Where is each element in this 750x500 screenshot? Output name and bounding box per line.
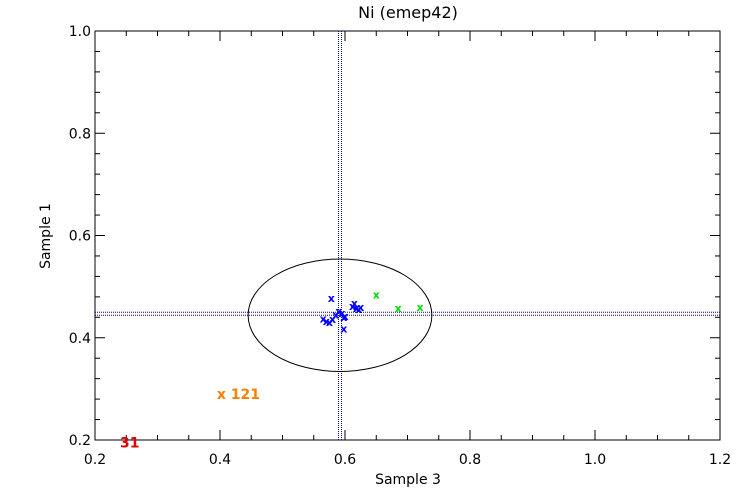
ellipse-outline xyxy=(247,258,433,372)
plot-frame xyxy=(94,30,721,441)
y-tick-label: 0.6 xyxy=(69,229,91,245)
y-tick-label: 1.0 xyxy=(69,24,91,40)
outlier-label: 31 xyxy=(120,436,139,452)
x-tick-label: 0.8 xyxy=(459,452,481,468)
x-axis-label: Sample 3 xyxy=(375,472,441,488)
data-point: x xyxy=(353,302,360,315)
data-point: x xyxy=(340,323,347,336)
data-point: x xyxy=(328,292,335,305)
data-point: x xyxy=(341,310,348,323)
plot-axes: 0.2 0.4 0.6 0.8 1.0 1.2 0.2 0.4 0.6 0.8 1.0 xyxy=(69,24,731,468)
data-point: x xyxy=(357,301,364,314)
confidence-ellipse xyxy=(247,258,433,372)
y-tick-label: 0.8 xyxy=(69,126,91,142)
x-tick-label: 0.4 xyxy=(209,452,231,468)
data-point: x xyxy=(349,300,356,313)
x-tick-label: 1.0 xyxy=(584,452,606,468)
data-point: x xyxy=(326,316,333,329)
data-point: x xyxy=(329,313,336,326)
y-tick-label: 0.4 xyxy=(69,331,91,347)
data-point: x xyxy=(351,297,358,310)
outlier-label: x 121 xyxy=(217,387,260,403)
data-point: x xyxy=(416,301,423,314)
reference-lines xyxy=(95,31,720,440)
data-point: x xyxy=(395,302,402,315)
y-axis-label: Sample 1 xyxy=(38,203,54,269)
x-tick-label: 0.2 xyxy=(84,452,106,468)
data-point: x xyxy=(373,288,380,301)
y-tick-label: 0.2 xyxy=(69,433,91,449)
data-point: x xyxy=(340,311,347,324)
data-point: x xyxy=(332,309,339,322)
data-point: x xyxy=(323,315,330,328)
chart-title: Ni (emep42) xyxy=(358,3,458,22)
data-point: x xyxy=(335,305,342,318)
x-tick-label: 0.6 xyxy=(334,452,356,468)
data-point: x xyxy=(320,312,327,325)
x-tick-label: 1.2 xyxy=(709,452,731,468)
annotations: x 121 31 xyxy=(120,387,260,452)
data-point: x xyxy=(338,307,345,320)
data-point: x xyxy=(355,303,362,316)
